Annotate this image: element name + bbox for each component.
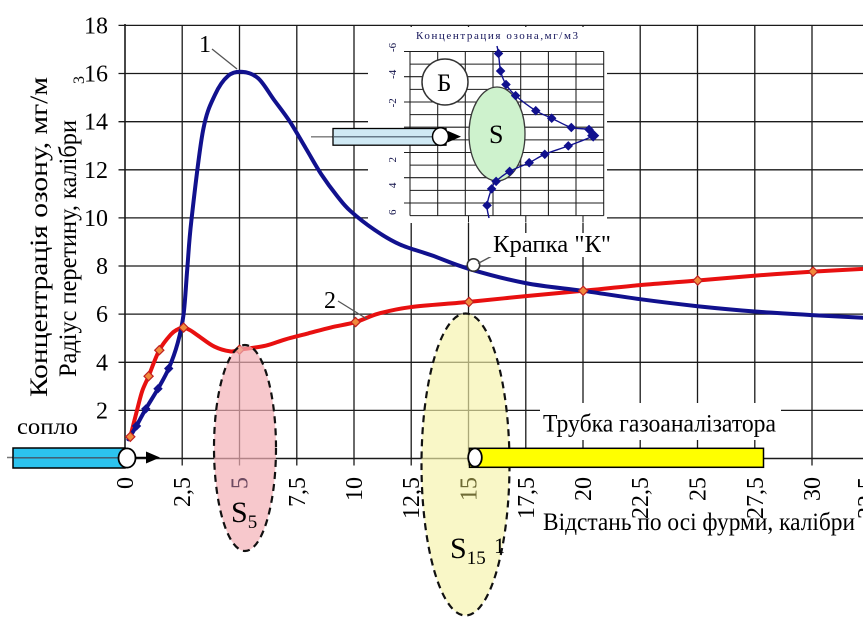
svg-text:2,5: 2,5: [170, 477, 196, 507]
svg-text:16: 16: [84, 62, 108, 88]
svg-text:Відстань по осі фурми, калібри: Відстань по осі фурми, калібри: [543, 509, 855, 536]
svg-text:0: 0: [113, 477, 139, 489]
svg-text:22,5: 22,5: [628, 477, 654, 519]
svg-text:S: S: [489, 120, 503, 149]
svg-text:8: 8: [96, 254, 108, 280]
svg-text:-4: -4: [387, 69, 399, 79]
svg-text:5: 5: [228, 477, 254, 489]
svg-text:25: 25: [686, 477, 712, 501]
svg-text:10: 10: [342, 477, 368, 501]
svg-text:Концентрація озону, мг/м: Концентрація озону, мг/м: [26, 77, 53, 397]
svg-text:Крапка "К": Крапка "К": [493, 232, 611, 258]
svg-text:14: 14: [84, 110, 108, 136]
svg-text:12,5: 12,5: [399, 477, 425, 519]
svg-text:3: 3: [71, 76, 88, 84]
svg-text:7,5: 7,5: [285, 477, 311, 507]
svg-text:4: 4: [96, 350, 108, 376]
svg-text:17,5: 17,5: [514, 477, 540, 519]
svg-text:2: 2: [96, 398, 108, 424]
svg-text:12: 12: [84, 158, 108, 184]
svg-text:30: 30: [800, 477, 826, 501]
svg-text:15: 15: [457, 477, 483, 501]
svg-text:1: 1: [494, 533, 505, 558]
svg-text:-6: -6: [387, 42, 399, 52]
svg-text:6: 6: [387, 209, 399, 215]
svg-text:-2: -2: [387, 98, 399, 107]
svg-text:4: 4: [387, 182, 399, 188]
svg-text:Б: Б: [437, 70, 451, 97]
svg-text:2: 2: [324, 288, 336, 314]
svg-text:32,5: 32,5: [854, 477, 863, 519]
svg-text:Трубка газоаналізатора: Трубка газоаналізатора: [543, 411, 776, 438]
svg-text:2: 2: [387, 157, 399, 163]
svg-text:20: 20: [571, 477, 597, 501]
svg-text:Радіус перетину, калібри: Радіус перетину, калібри: [55, 120, 82, 377]
svg-text:10: 10: [84, 206, 108, 232]
svg-text:18: 18: [84, 13, 108, 39]
svg-text:сопло: сопло: [17, 414, 78, 439]
svg-text:1: 1: [199, 32, 211, 58]
svg-text:6: 6: [96, 302, 108, 328]
svg-text:Концентрация озона,мг/м3: Концентрация озона,мг/м3: [416, 30, 579, 42]
svg-text:27,5: 27,5: [743, 477, 769, 519]
